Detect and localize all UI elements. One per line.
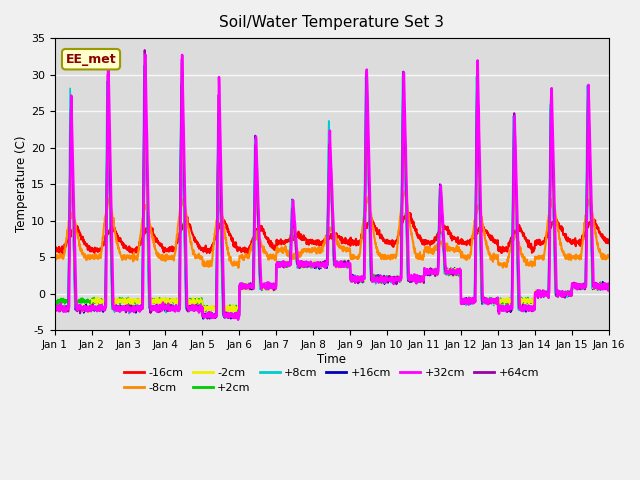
Y-axis label: Temperature (C): Temperature (C) (15, 136, 28, 232)
-2cm (321, 264, 328, 270)
+8cm (605, 283, 612, 289)
-16cm (605, 240, 612, 246)
Line: +2cm: +2cm (54, 90, 609, 312)
+2cm (79, 298, 87, 303)
-2cm (605, 283, 612, 288)
+16cm (51, 304, 58, 310)
-8cm (51, 252, 58, 258)
+64cm (589, 281, 597, 287)
+32cm (306, 263, 314, 268)
-8cm (306, 250, 314, 255)
+16cm (605, 283, 612, 288)
+16cm (589, 282, 596, 288)
+32cm (141, 51, 149, 57)
-16cm (589, 218, 597, 224)
-16cm (321, 236, 328, 242)
+64cm (204, 315, 211, 321)
+64cm (605, 282, 612, 288)
-8cm (589, 216, 597, 221)
Line: +16cm: +16cm (54, 74, 609, 319)
+64cm (488, 296, 495, 302)
+8cm (205, 316, 213, 322)
-16cm (589, 217, 596, 223)
+2cm (399, 87, 407, 93)
Text: EE_met: EE_met (66, 53, 116, 66)
Line: +32cm: +32cm (54, 54, 609, 320)
+64cm (589, 283, 596, 288)
+64cm (79, 305, 87, 311)
+8cm (321, 264, 328, 270)
Line: -2cm: -2cm (54, 89, 609, 312)
+2cm (51, 295, 58, 301)
-16cm (306, 239, 314, 245)
-2cm (306, 259, 314, 264)
-16cm (79, 237, 87, 242)
-8cm (79, 251, 87, 256)
-16cm (51, 247, 58, 252)
+8cm (79, 308, 87, 314)
-2cm (589, 286, 597, 292)
Line: -16cm: -16cm (54, 212, 609, 254)
+32cm (79, 305, 87, 311)
-8cm (605, 252, 612, 258)
Line: +64cm: +64cm (54, 50, 609, 318)
+16cm (589, 283, 597, 289)
Title: Soil/Water Temperature Set 3: Soil/Water Temperature Set 3 (219, 15, 444, 30)
-16cm (488, 234, 495, 240)
Legend: -16cm, -8cm, -2cm, +2cm, +8cm, +16cm, +32cm, +64cm: -16cm, -8cm, -2cm, +2cm, +8cm, +16cm, +3… (120, 363, 543, 397)
-8cm (402, 187, 410, 193)
+64cm (321, 261, 328, 266)
-8cm (235, 265, 243, 271)
-2cm (227, 310, 234, 315)
-2cm (399, 86, 407, 92)
+64cm (306, 260, 314, 266)
+2cm (222, 309, 230, 314)
+32cm (589, 269, 597, 275)
+2cm (605, 286, 612, 291)
+2cm (589, 285, 596, 291)
+16cm (306, 260, 314, 266)
+8cm (140, 63, 148, 69)
+8cm (589, 282, 596, 288)
+64cm (51, 306, 58, 312)
-16cm (60, 251, 67, 257)
-2cm (79, 304, 87, 310)
+32cm (589, 257, 596, 263)
-2cm (589, 280, 596, 286)
-8cm (321, 241, 328, 247)
+2cm (321, 263, 328, 269)
+16cm (79, 306, 87, 312)
+8cm (488, 300, 495, 306)
+2cm (589, 282, 597, 288)
Line: +8cm: +8cm (54, 66, 609, 319)
Line: -8cm: -8cm (54, 190, 609, 268)
-8cm (589, 215, 596, 220)
-8cm (488, 253, 495, 259)
+2cm (488, 296, 495, 302)
+16cm (362, 72, 370, 77)
+8cm (51, 304, 58, 310)
+16cm (488, 298, 495, 304)
+2cm (306, 261, 314, 267)
+32cm (605, 281, 612, 287)
-2cm (488, 297, 495, 303)
+16cm (200, 316, 207, 322)
+32cm (488, 296, 495, 301)
+8cm (306, 264, 314, 269)
-16cm (404, 209, 412, 215)
+32cm (51, 306, 58, 312)
+8cm (589, 284, 597, 289)
X-axis label: Time: Time (317, 353, 346, 366)
+64cm (141, 47, 148, 53)
+32cm (321, 261, 328, 267)
-2cm (51, 307, 58, 313)
+16cm (321, 262, 328, 267)
+32cm (234, 317, 242, 323)
